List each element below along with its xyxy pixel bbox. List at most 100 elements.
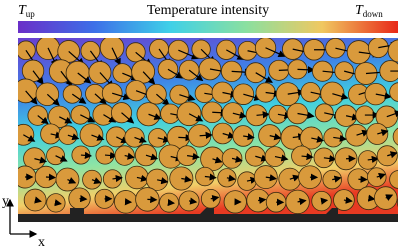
velocity-arrow <box>199 131 213 139</box>
particle <box>146 83 167 105</box>
velocity-arrow <box>104 151 118 160</box>
velocity-arrow <box>376 172 386 180</box>
velocity-arrow <box>256 111 270 119</box>
particle <box>387 39 398 63</box>
particle <box>376 145 398 167</box>
velocity-arrow <box>367 194 376 202</box>
particle <box>254 38 277 59</box>
velocity-arrow <box>222 131 236 139</box>
velocity-arrow <box>385 194 394 201</box>
velocity-arrow <box>34 156 48 164</box>
particle <box>325 38 346 59</box>
velocity-arrow <box>71 93 87 104</box>
velocity-arrow <box>232 111 247 119</box>
velocity-arrow <box>265 174 277 182</box>
velocity-arrow <box>167 68 184 79</box>
velocity-arrow <box>188 113 204 122</box>
particle <box>221 102 244 125</box>
particle <box>286 102 309 125</box>
velocity-arrow <box>134 136 147 143</box>
velocity-arrow <box>136 174 149 182</box>
velocity-arrow <box>258 196 267 204</box>
velocity-arrow <box>91 177 102 185</box>
velocity-arrow <box>399 45 403 51</box>
velocity-arrow <box>67 133 80 141</box>
velocity-arrow <box>226 174 236 182</box>
velocity-arrow <box>301 152 314 161</box>
particle <box>333 189 355 211</box>
velocity-arrow <box>58 116 73 124</box>
velocity-arrow <box>332 92 349 100</box>
velocity-arrow <box>231 155 243 163</box>
particle <box>398 146 403 165</box>
velocity-arrow <box>399 176 403 179</box>
velocity-arrow <box>212 156 223 164</box>
velocity-arrow <box>145 153 159 161</box>
velocity-arrow <box>67 177 77 184</box>
velocity-arrow <box>356 129 370 137</box>
velocity-arrow <box>55 155 68 162</box>
velocity-arrow <box>269 133 282 141</box>
velocity-arrow <box>226 49 245 60</box>
velocity-arrow <box>297 198 307 206</box>
velocity-arrow <box>343 196 353 204</box>
velocity-arrow <box>111 47 121 66</box>
floor <box>18 208 398 222</box>
velocity-arrow <box>255 72 273 83</box>
colorbar-right-label: Tdown <box>355 3 383 19</box>
velocity-arrow <box>386 110 398 118</box>
velocity-arrow <box>23 134 36 142</box>
velocity-arrow <box>289 174 301 182</box>
particles <box>18 38 403 215</box>
colorbar-title: Temperature intensity <box>147 3 269 18</box>
colorbar <box>18 21 398 33</box>
velocity-arrow <box>178 49 199 60</box>
particle <box>389 170 398 189</box>
velocity-arrow <box>112 92 131 101</box>
velocity-arrow <box>204 173 217 181</box>
velocity-arrow <box>112 174 123 183</box>
velocity-arrow <box>375 92 392 100</box>
velocity-arrow <box>274 154 289 162</box>
velocity-arrow <box>333 134 348 142</box>
y-axis-label: y <box>2 194 9 209</box>
velocity-arrow <box>181 175 192 183</box>
particle <box>397 198 398 208</box>
particle <box>392 127 398 146</box>
particle <box>389 82 398 102</box>
velocity-arrow <box>157 177 169 185</box>
velocity-arrow <box>80 151 93 159</box>
velocity-arrow <box>142 71 156 85</box>
velocity-arrow <box>148 113 162 120</box>
particle <box>176 101 202 127</box>
velocity-arrow <box>367 155 379 163</box>
velocity-arrow <box>188 197 198 205</box>
velocity-arrow <box>188 69 204 82</box>
particle <box>291 145 312 167</box>
velocity-arrow <box>45 173 57 181</box>
velocity-arrow <box>399 92 403 94</box>
velocity-arrow <box>80 114 96 123</box>
velocity-arrow <box>103 114 117 123</box>
velocity-arrow <box>243 133 255 141</box>
x-axis-label: x <box>38 235 45 250</box>
velocity-arrow <box>121 112 135 124</box>
particle <box>268 104 288 124</box>
velocity-arrow <box>91 134 105 141</box>
velocity-arrow <box>187 152 200 160</box>
velocity-arrow <box>25 90 38 105</box>
particle <box>157 59 179 80</box>
velocity-arrow <box>311 135 325 143</box>
velocity-arrow <box>320 197 329 205</box>
velocity-arrow <box>77 72 92 84</box>
velocity-arrow <box>377 129 389 137</box>
velocity-arrow <box>387 151 398 159</box>
particle <box>322 169 342 190</box>
velocity-arrow <box>297 66 316 74</box>
velocity-arrow <box>124 152 135 160</box>
velocity-arrow <box>323 154 337 163</box>
velocity-arrow <box>34 196 42 204</box>
velocity-arrow <box>297 111 315 119</box>
velocity-arrow <box>54 199 62 207</box>
